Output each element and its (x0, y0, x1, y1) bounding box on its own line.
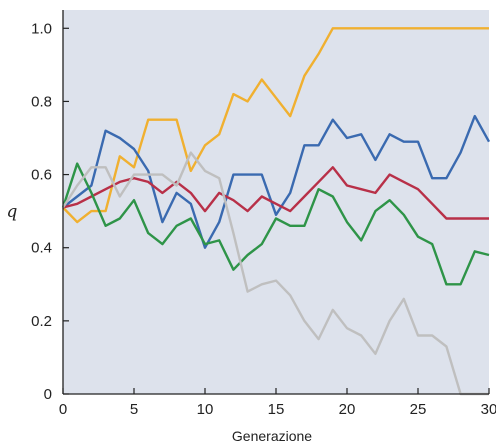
y-tick-label: 1.0 (31, 20, 52, 37)
y-tick-label: 0.4 (31, 240, 52, 257)
series-line-1 (62, 27, 489, 224)
y-axis-ticks: 0 0.2 0.4 0.6 0.8 1.0 (31, 20, 69, 403)
y-tick-label: 0.8 (31, 93, 52, 110)
x-axis-label: Generazione (232, 428, 312, 444)
x-tick-label: 30 (481, 401, 496, 418)
x-tick-label: 0 (59, 401, 67, 418)
series-line-5 (61, 151, 489, 396)
x-tick-label: 25 (410, 401, 427, 418)
series-line-2 (62, 114, 491, 249)
x-tick-label: 5 (130, 401, 138, 418)
y-tick-label: 0.2 (31, 313, 52, 330)
y-tick-label: 0.6 (31, 167, 52, 184)
x-tick-label: 20 (339, 401, 356, 418)
x-axis-ticks: 0 5 10 15 20 25 30 (59, 388, 496, 418)
y-axis-label: q (7, 202, 18, 222)
x-tick-label: 15 (268, 401, 285, 418)
y-tick-label: 0 (44, 386, 52, 403)
series-line-3 (62, 166, 489, 220)
series-line-4 (61, 162, 490, 286)
series-layer (61, 27, 491, 396)
x-tick-label: 10 (197, 401, 214, 418)
